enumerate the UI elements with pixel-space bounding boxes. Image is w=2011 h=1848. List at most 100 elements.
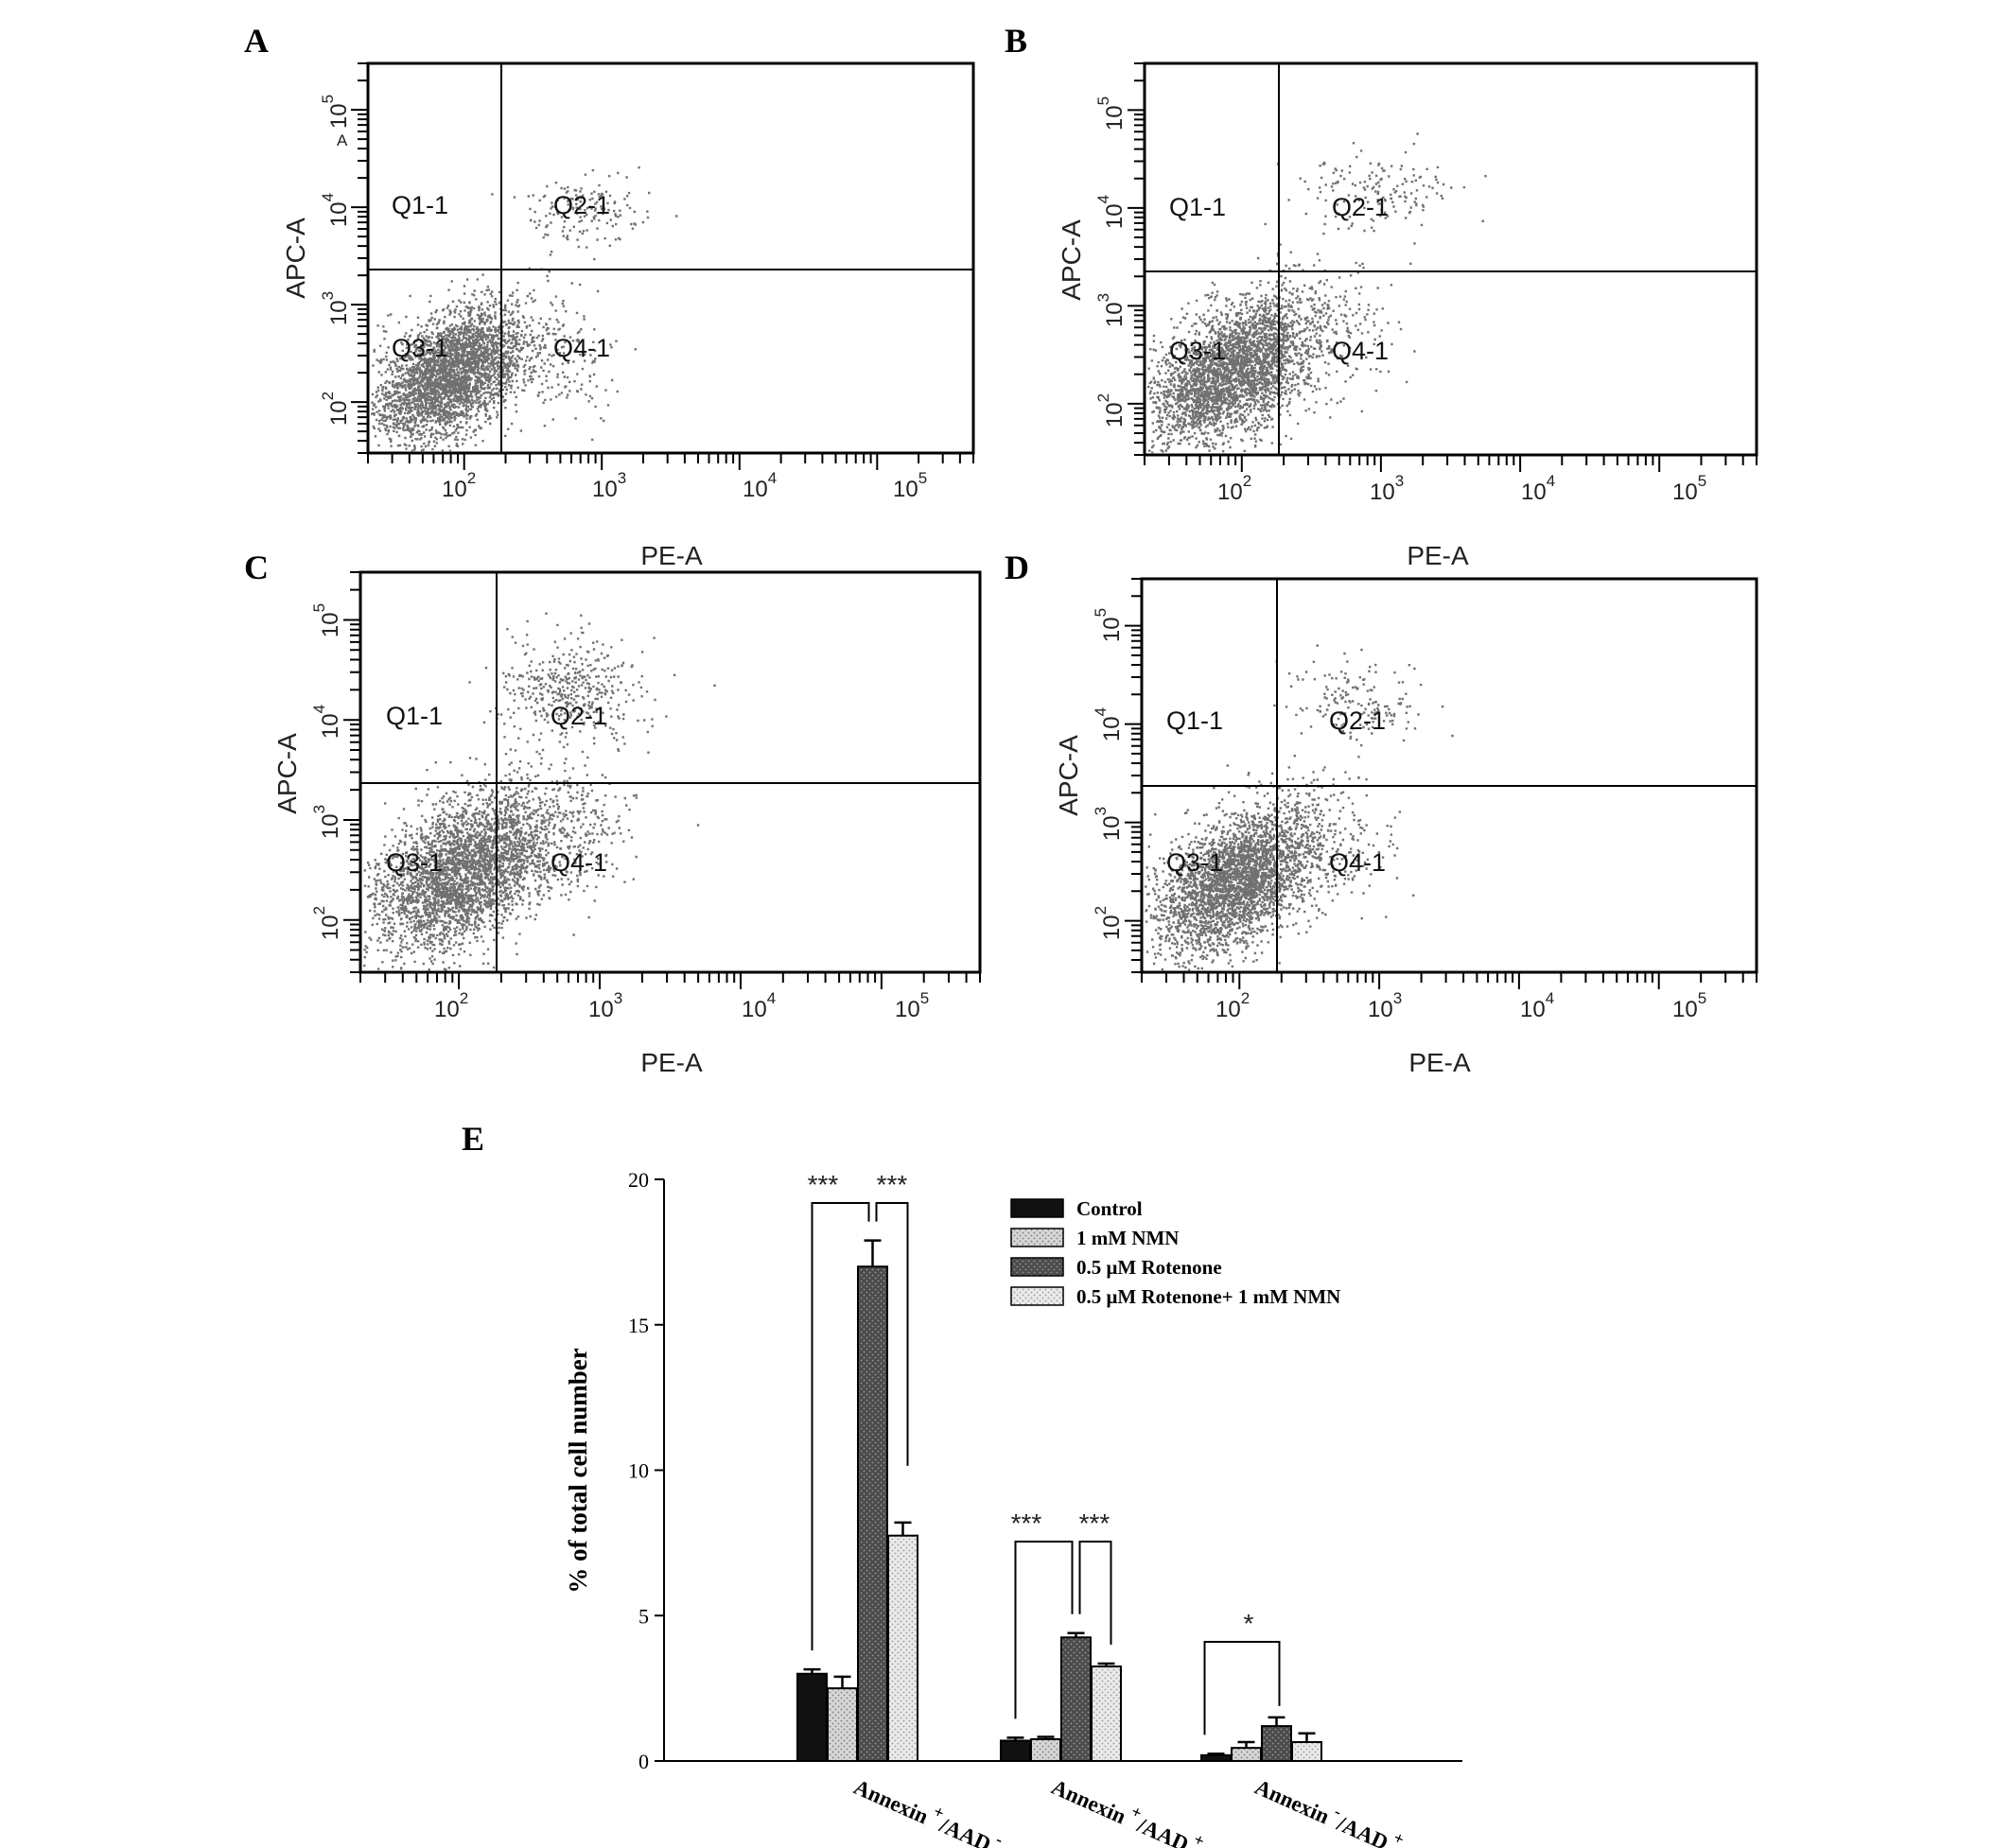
y-tick-label: 103	[1094, 293, 1128, 327]
legend: Control 1 mM NMN 0.5 μM Rotenone 0.5 μM Rot…	[1010, 1197, 1340, 1308]
svg-text:105: 105	[310, 603, 343, 637]
y-tick-label: 102	[1092, 906, 1125, 940]
y-tick-marks	[1128, 62, 1145, 456]
quadrant-label-q2: Q2-1	[553, 191, 610, 219]
y-axis-title: APC-A	[281, 218, 310, 299]
svg-text:103: 103	[1370, 472, 1404, 505]
svg-text:104: 104	[1092, 707, 1125, 741]
error-bar	[894, 1521, 912, 1536]
x-tick-marks	[1144, 455, 1757, 472]
x-tick-label: 104	[742, 989, 776, 1022]
x-tick-label: 104	[1521, 472, 1555, 505]
y-tick-label: 105	[1092, 608, 1125, 642]
svg-text:103: 103	[588, 989, 622, 1022]
legend-swatch	[1010, 1228, 1064, 1247]
y-tick-label: 103	[1092, 807, 1125, 841]
flow-panel-b: B Q1-1 Q2-1 Q3-1 Q4-1 APC-A 102 103 104 …	[1005, 22, 1758, 570]
x-axis-title: PE-A	[1407, 541, 1469, 570]
quadrant-label-q3: Q3-1	[1169, 337, 1226, 365]
svg-text:103: 103	[310, 805, 343, 839]
y-axis-ticks	[343, 571, 360, 973]
quadrant-label-q1: Q1-1	[1166, 706, 1223, 735]
bar	[1231, 1747, 1262, 1762]
bar	[827, 1687, 858, 1762]
x-tick-label: 104	[1520, 989, 1554, 1022]
event-dots	[363, 612, 716, 971]
svg-text:102: 102	[319, 392, 352, 426]
svg-text:105: 105	[319, 95, 352, 129]
error-bar	[864, 1239, 882, 1267]
y-axis-ticks	[351, 62, 368, 454]
legend-item: 0.5 μM Rotenone+ 1 mM NMN	[1010, 1285, 1340, 1308]
y-axis-title: APC-A	[272, 733, 302, 814]
svg-text:102: 102	[310, 906, 343, 940]
svg-text:105: 105	[895, 989, 929, 1022]
quadrant-label-q4: Q4-1	[1332, 337, 1389, 365]
significance-bracket	[1014, 1541, 1074, 1719]
bar	[1261, 1725, 1292, 1762]
y-tick-label: 103	[310, 805, 343, 839]
x-tick-label: 103	[588, 989, 622, 1022]
x-tick-label: 105	[895, 989, 929, 1022]
x-axis-title: PE-A	[640, 541, 703, 570]
quadrant-label-q1: Q1-1	[386, 702, 443, 730]
error-bar	[1207, 1752, 1225, 1755]
x-tick-label: 102	[434, 989, 468, 1022]
legend-item: Control	[1010, 1197, 1143, 1220]
quadrant-label-q2: Q2-1	[1332, 193, 1389, 221]
svg-text:103: 103	[319, 291, 352, 325]
svg-text:103: 103	[1368, 989, 1402, 1022]
significance-bracket	[1078, 1541, 1112, 1645]
error-bar	[1037, 1735, 1055, 1739]
legend-label: 0.5 μM Rotenone+ 1 mM NMN	[1076, 1285, 1340, 1308]
y-tick-label: 104	[310, 705, 343, 739]
legend-item: 0.5 μM Rotenone	[1010, 1256, 1222, 1279]
svg-text:104: 104	[1520, 989, 1554, 1022]
y-axis-title: APC-A	[1057, 219, 1086, 301]
x-axis-title: PE-A	[1408, 1048, 1471, 1077]
event-dots	[371, 166, 678, 452]
svg-text:104: 104	[742, 989, 776, 1022]
x-axis-title: PE-A	[640, 1048, 703, 1077]
error-bar	[833, 1675, 851, 1689]
y-tick-marks	[351, 62, 368, 454]
quadrant-label-q4: Q4-1	[1329, 848, 1386, 877]
y-tick-label: 104	[1094, 195, 1128, 229]
legend-label: 0.5 μM Rotenone	[1076, 1256, 1222, 1279]
svg-text:102: 102	[434, 989, 468, 1022]
event-dots	[1147, 132, 1487, 454]
y-axis-title: % of total cell number	[564, 1348, 592, 1593]
svg-text:Annexin+/AAD-: Annexin+/AAD-	[850, 1768, 1006, 1848]
significance-bracket	[811, 1202, 870, 1651]
y-tick-label: 105	[319, 95, 352, 129]
svg-text:Annexin+/AAD+: Annexin+/AAD+	[1048, 1768, 1208, 1848]
quadrant-label-q4: Q4-1	[551, 848, 607, 877]
x-tick-label: 105	[893, 469, 927, 502]
panel-letter: E	[462, 1120, 484, 1158]
svg-text:102: 102	[442, 469, 476, 502]
legend-swatch	[1010, 1198, 1064, 1218]
svg-text:102: 102	[1092, 906, 1125, 940]
y-tick-label: 105	[1094, 96, 1128, 131]
y-tick-label: 10	[628, 1459, 649, 1483]
y-tick-marks	[1125, 578, 1142, 973]
y-axis-ticks: 0 5 10 15 20	[628, 1168, 664, 1773]
panel-letter: B	[1005, 22, 1027, 60]
bar	[887, 1534, 918, 1762]
y-tick-label: 102	[310, 906, 343, 940]
bar	[1091, 1665, 1122, 1762]
svg-text:104: 104	[743, 469, 777, 502]
bar	[857, 1265, 888, 1762]
bar	[1060, 1636, 1092, 1762]
y-tick-label: 103	[319, 291, 352, 325]
scatter-dots	[1145, 644, 1454, 971]
bar	[1291, 1741, 1322, 1762]
svg-text:103: 103	[1092, 807, 1125, 841]
error-bar	[1237, 1740, 1255, 1749]
x-tick-label: 104	[743, 469, 777, 502]
x-tick-label: 102	[1215, 989, 1250, 1022]
svg-text:105: 105	[893, 469, 927, 502]
category-label: Annexin+/AAD+	[1048, 1768, 1208, 1848]
bar	[1000, 1739, 1031, 1762]
